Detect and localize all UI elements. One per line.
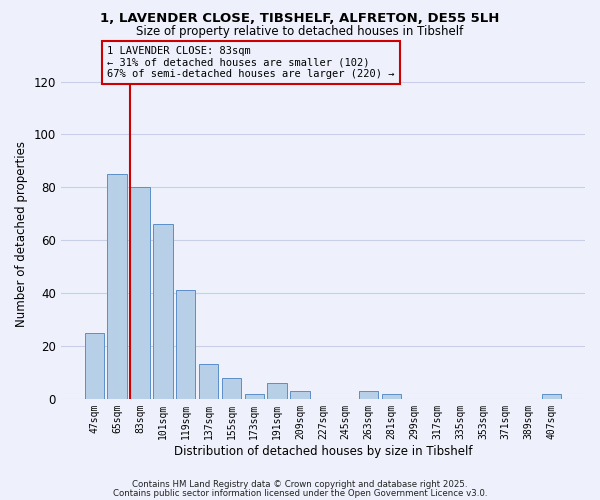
Bar [245,394,264,399]
Bar [153,224,173,399]
Text: 1, LAVENDER CLOSE, TIBSHELF, ALFRETON, DE55 5LH: 1, LAVENDER CLOSE, TIBSHELF, ALFRETON, D… [100,12,500,26]
Bar [85,332,104,399]
Bar [107,174,127,399]
Bar [359,391,379,399]
Y-axis label: Number of detached properties: Number of detached properties [15,140,28,326]
Bar [542,394,561,399]
Bar [290,391,310,399]
Text: Size of property relative to detached houses in Tibshelf: Size of property relative to detached ho… [136,25,464,38]
Bar [382,394,401,399]
Bar [176,290,196,399]
Bar [222,378,241,399]
Text: Contains HM Land Registry data © Crown copyright and database right 2025.: Contains HM Land Registry data © Crown c… [132,480,468,489]
Text: 1 LAVENDER CLOSE: 83sqm
← 31% of detached houses are smaller (102)
67% of semi-d: 1 LAVENDER CLOSE: 83sqm ← 31% of detache… [107,46,394,79]
Bar [130,188,150,399]
Bar [268,383,287,399]
X-axis label: Distribution of detached houses by size in Tibshelf: Distribution of detached houses by size … [173,444,472,458]
Bar [199,364,218,399]
Text: Contains public sector information licensed under the Open Government Licence v3: Contains public sector information licen… [113,488,487,498]
